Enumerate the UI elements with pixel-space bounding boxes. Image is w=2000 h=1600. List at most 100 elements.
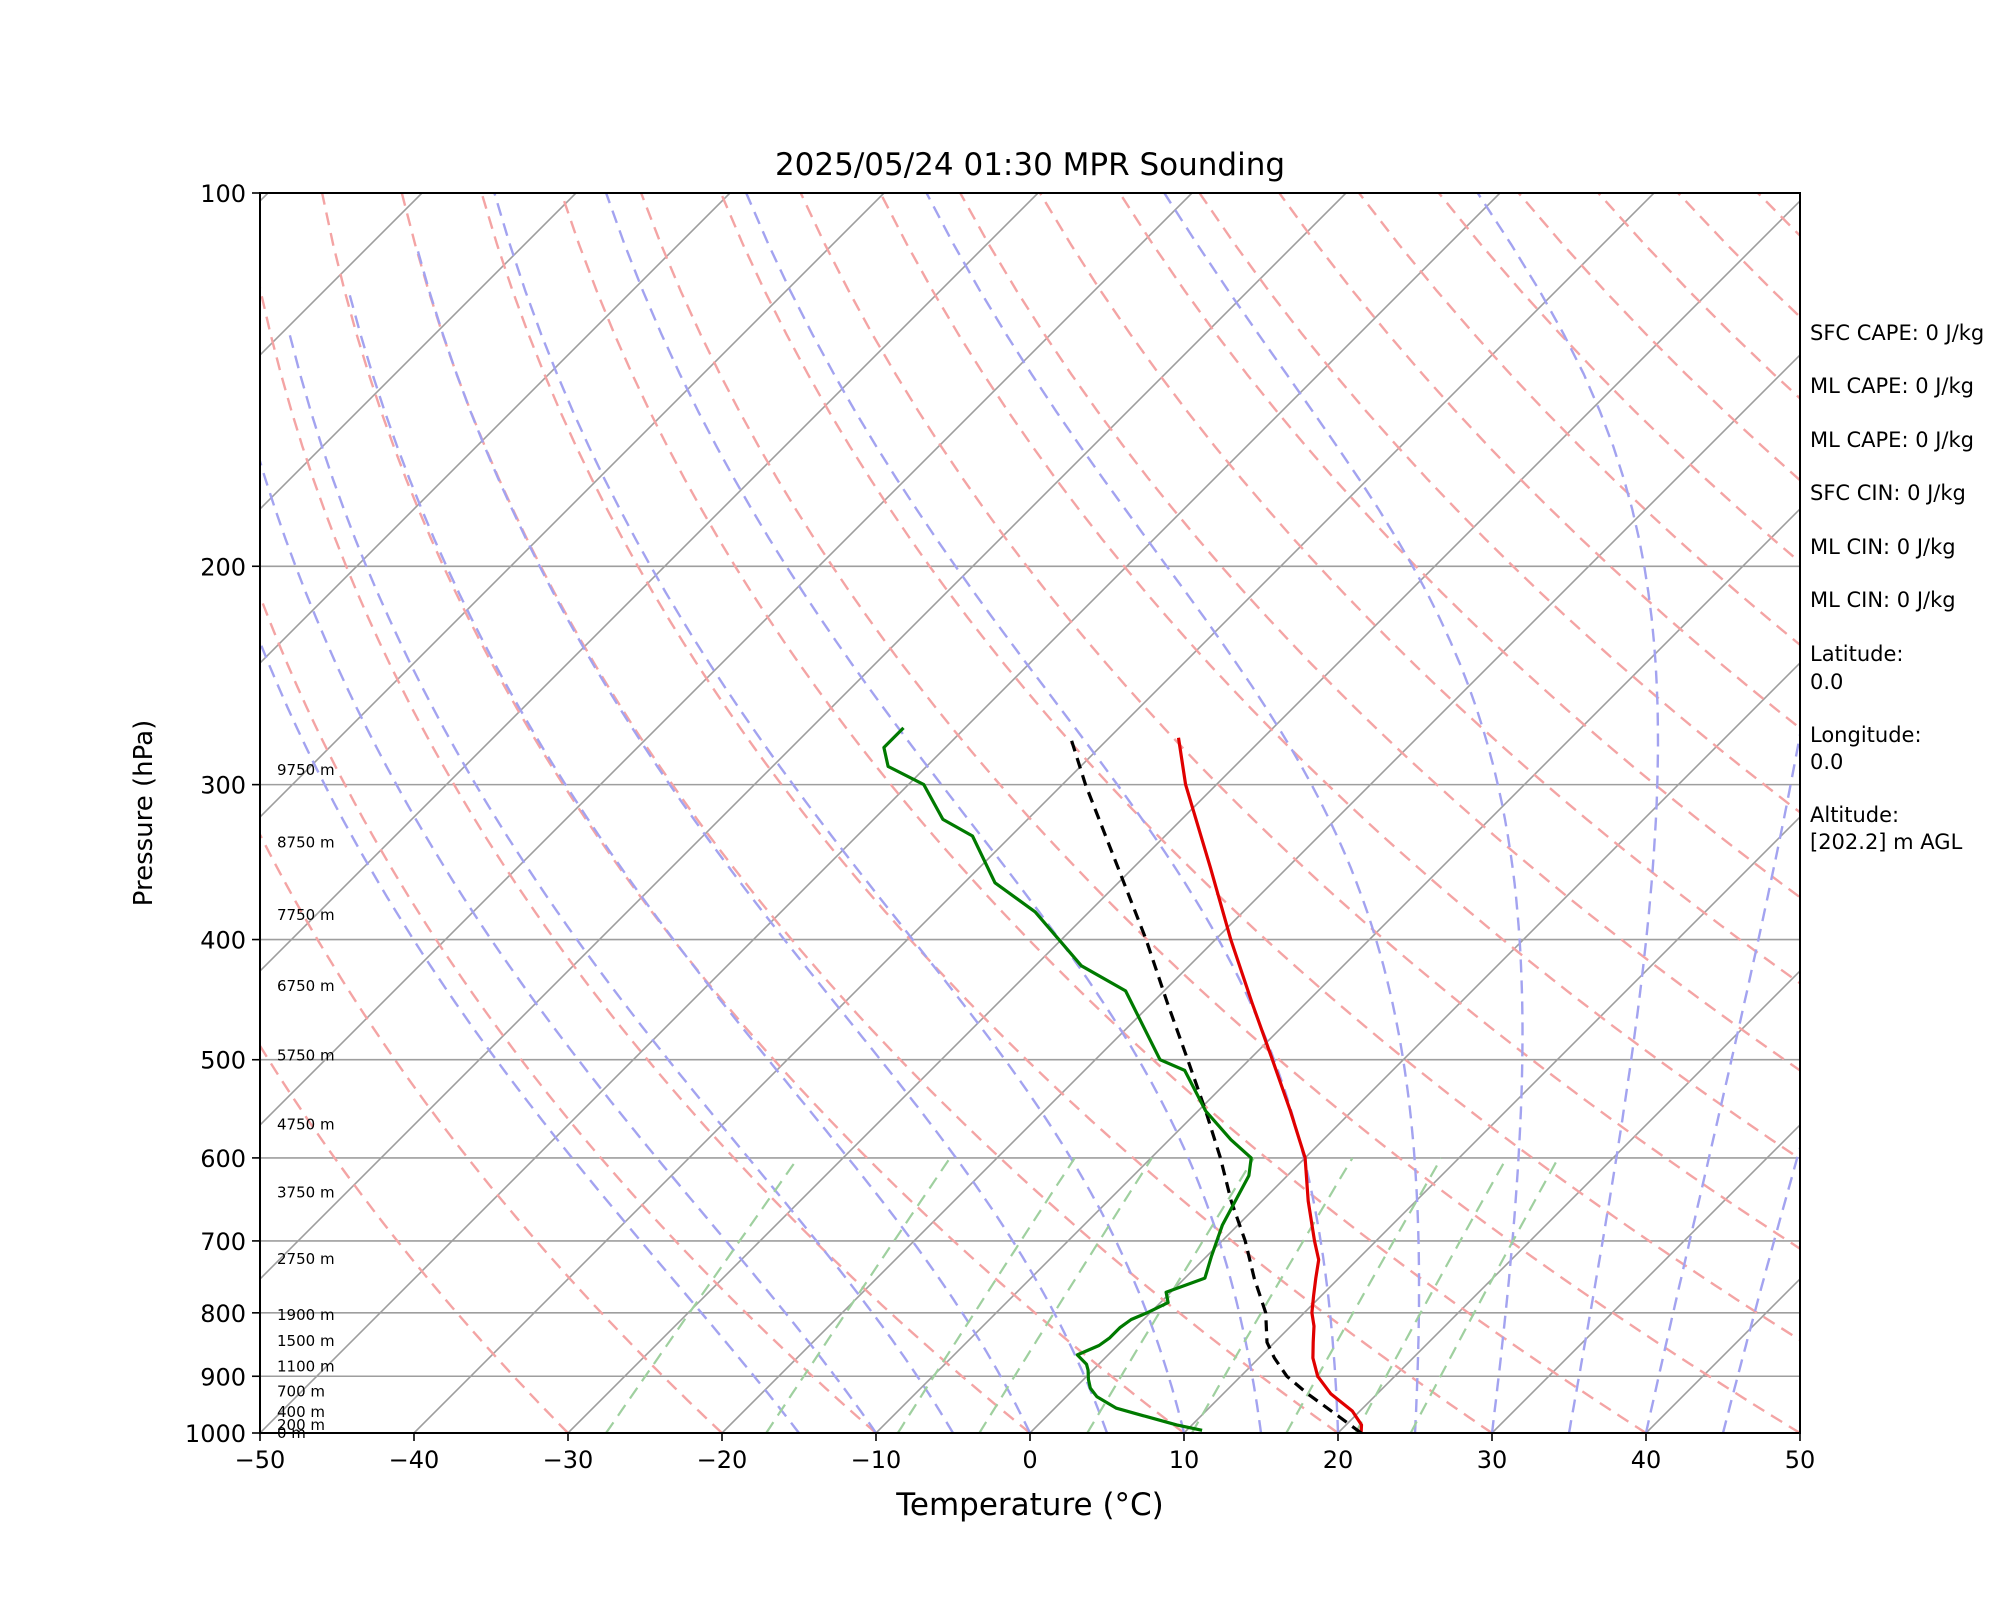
height-label: 700 m — [277, 1383, 325, 1401]
mixing-ratio-line — [1190, 1157, 1354, 1433]
height-label: 3750 m — [277, 1184, 335, 1202]
side-line-ml-cin-2: ML CIN: 0 J/kg — [1810, 588, 1956, 612]
side-line-ml-cape-2: ML CAPE: 0 J/kg — [1810, 428, 1974, 452]
moist-adiabat-line — [1476, 193, 1660, 1433]
isotherm-line — [260, 193, 1501, 1433]
mixing-ratio-line — [1086, 1157, 1255, 1433]
isotherm-line — [260, 193, 885, 819]
x-tick-label: 30 — [1477, 1446, 1508, 1474]
isotherm-line — [1491, 1123, 1800, 1433]
isotherm-line — [260, 193, 1347, 1281]
dry-adiabat-line — [719, 193, 1800, 1342]
dry-adiabat-line — [400, 193, 1339, 1433]
mixing-ratio-line — [896, 1157, 1076, 1433]
x-tick-label: 20 — [1323, 1446, 1354, 1474]
moist-adiabat-line — [347, 290, 1032, 1433]
latitude-label: Latitude: — [1810, 642, 1904, 666]
y-axis-label: Pressure (hPa) — [129, 720, 159, 907]
x-tick-label: 0 — [1022, 1446, 1037, 1474]
height-label: 200 m — [277, 1416, 325, 1434]
x-tick-label: −10 — [851, 1446, 902, 1474]
x-tick-label: −20 — [697, 1446, 748, 1474]
y-tick-label: 800 — [200, 1300, 246, 1328]
y-tick-label: 700 — [200, 1228, 246, 1256]
dry-adiabat-line — [560, 193, 1647, 1433]
x-tick-label: −50 — [235, 1446, 286, 1474]
x-tick-label: −30 — [543, 1446, 594, 1474]
moist-adiabat-line — [1644, 728, 1800, 1433]
x-tick-label: 10 — [1169, 1446, 1200, 1474]
height-label: 1500 m — [277, 1332, 335, 1350]
y-tick-label: 100 — [200, 180, 246, 208]
latitude-value: 0.0 — [1810, 670, 1843, 694]
isotherm-line — [875, 507, 1800, 1433]
height-label: 6750 m — [277, 977, 335, 995]
dry-adiabat-line — [260, 592, 877, 1433]
y-tick-label: 400 — [200, 927, 246, 955]
moist-adiabat-line — [288, 333, 955, 1433]
series-layer — [882, 726, 1364, 1433]
mixing-ratio-line — [1285, 1157, 1443, 1433]
side-panel: SFC CAPE: 0 J/kg ML CAPE: 0 J/kg ML CAPE… — [1810, 321, 1984, 854]
moist-adiabat-line — [260, 639, 800, 1433]
mixing-ratio-line — [605, 1157, 799, 1433]
x-tick-label: 40 — [1631, 1446, 1662, 1474]
moist-adiabat-line — [1163, 193, 1524, 1433]
sounding-series-0 — [1176, 737, 1364, 1433]
isotherm-line — [260, 193, 731, 665]
side-line-ml-cape-1: ML CAPE: 0 J/kg — [1810, 374, 1974, 398]
isotherm-line — [1029, 661, 1800, 1433]
x-tick-label: 50 — [1785, 1446, 1816, 1474]
height-label: 8750 m — [277, 833, 335, 851]
height-label: 1900 m — [277, 1306, 335, 1324]
isotherm-line — [721, 353, 1800, 1433]
dry-adiabat-line — [480, 193, 1493, 1433]
mixing-ratio-line — [1409, 1157, 1560, 1433]
longitude-value: 0.0 — [1810, 750, 1843, 774]
y-tick-label: 500 — [200, 1047, 246, 1075]
moist-adiabat-line — [493, 193, 1186, 1433]
mixing-ratio-line — [978, 1157, 1153, 1433]
isotherm-line — [260, 193, 1039, 973]
altitude-label: Altitude: — [1810, 803, 1899, 827]
isotherm-line — [567, 199, 1800, 1433]
sounding-series-2 — [882, 726, 1253, 1432]
isotherm-line — [413, 193, 1655, 1433]
side-line-sfc-cin: SFC CIN: 0 J/kg — [1810, 481, 1966, 505]
height-label: 5750 m — [277, 1046, 335, 1064]
height-label: 400 m — [277, 1403, 325, 1421]
height-label: 9750 m — [277, 761, 335, 779]
isotherm-line — [260, 193, 1193, 1127]
mixing-ratio-line — [765, 1157, 952, 1433]
chart-title: 2025/05/24 01:30 MPR Sounding — [775, 147, 1285, 183]
x-axis-label: Temperature (°C) — [895, 1487, 1164, 1523]
height-label: 4750 m — [277, 1116, 335, 1134]
isotherm-line — [260, 193, 577, 511]
mixing-ratio-line — [1354, 1157, 1508, 1433]
isotherm-line — [1337, 969, 1800, 1433]
moist-adiabat-line — [925, 193, 1421, 1433]
sounding-series-1 — [1069, 737, 1363, 1433]
y-tick-label: 300 — [200, 772, 246, 800]
y-tick-label: 600 — [200, 1145, 246, 1173]
moist-adiabat-line — [604, 193, 1263, 1433]
y-tick-label: 900 — [200, 1363, 246, 1391]
height-label: 1100 m — [277, 1358, 335, 1376]
moist-adiabat-line — [260, 457, 877, 1433]
height-label: 0 m — [277, 1424, 306, 1442]
dry-adiabat-line — [320, 193, 1185, 1433]
side-line-sfc-cape: SFC CAPE: 0 J/kg — [1810, 321, 1984, 345]
y-tick-label: 1000 — [185, 1420, 246, 1448]
dry-adiabat-line — [639, 193, 1800, 1433]
altitude-value: [202.2] m AGL — [1810, 830, 1963, 854]
height-label: 2750 m — [277, 1250, 335, 1268]
reference-lines-layer — [260, 193, 1800, 1433]
side-line-ml-cin-1: ML CIN: 0 J/kg — [1810, 535, 1956, 559]
ticks-layer: −50 −40 −30 −20 −10 0 10 20 30 40 50 100 200 300 400 50… — [185, 180, 1815, 1474]
moist-adiabat-line — [1721, 1143, 1800, 1433]
dry-adiabat-line — [799, 193, 1800, 1251]
y-tick-label: 200 — [200, 553, 246, 581]
dry-adiabat-line — [260, 282, 1031, 1433]
